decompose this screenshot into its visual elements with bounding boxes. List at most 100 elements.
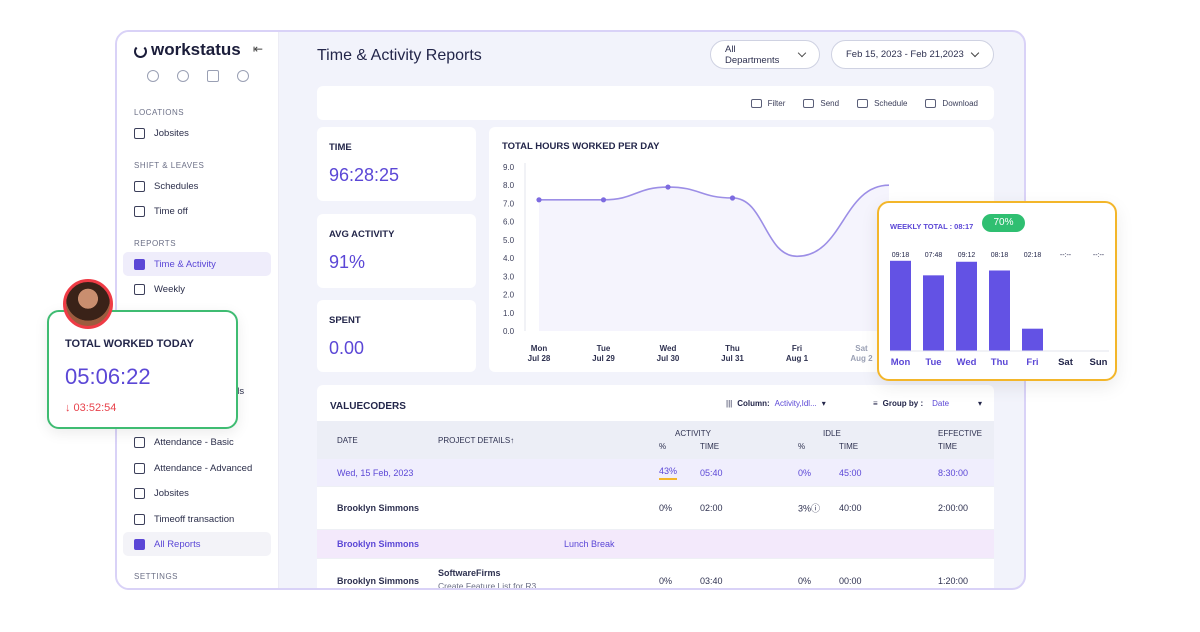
table-row-break[interactable]: Brooklyn Simmons Lunch Break <box>317 530 994 559</box>
weekly-total-label: WEEKLY TOTAL : 08:17 <box>890 222 974 231</box>
power-icon <box>134 44 147 58</box>
chevron-down-icon <box>797 48 807 58</box>
sidebar-item-weekly[interactable]: Weekly <box>123 277 271 301</box>
bar <box>1022 328 1043 351</box>
calendar-check-icon <box>857 98 869 108</box>
send-button[interactable]: Send <box>803 98 839 108</box>
weekly-bar-chart: 09:18 Mon 07:48 Tue 09:12 Wed 08:18 Thu 02:18 Fri… <box>890 252 1109 368</box>
sidebar-item-all-reports[interactable]: All Reports <box>123 532 271 556</box>
y-tick-label: 6.0 <box>503 218 515 227</box>
bar-category-label: Sat <box>1058 357 1074 368</box>
y-tick-label: 3.0 <box>503 272 515 281</box>
y-tick-label: 4.0 <box>503 254 515 263</box>
sidebar-item-timeoff[interactable]: Time off <box>123 199 271 223</box>
list-icon: ≡ <box>873 399 878 408</box>
x-tick-day: Tue <box>597 344 611 353</box>
schedule-button[interactable]: Schedule <box>857 98 907 108</box>
x-tick-day: Fri <box>792 344 802 353</box>
collapse-sidebar-icon[interactable]: ⇤ <box>253 42 264 56</box>
data-point <box>536 197 542 203</box>
series-area <box>539 185 889 331</box>
send-icon <box>803 98 815 108</box>
bar-value-label: --:-- <box>1093 252 1105 259</box>
table-row[interactable]: Brooklyn Simmons SoftwareFirms Create Fe… <box>317 559 994 588</box>
bar <box>989 270 1010 351</box>
main-content: Time & Activity Reports All Departments … <box>279 32 1024 588</box>
table-row[interactable]: Brooklyn Simmons 0% 02:00 3%ⓘ 40:00 2:00… <box>317 487 994 530</box>
group-by-selector[interactable]: ≡ Group by : Date ▾ <box>873 399 983 408</box>
department-dropdown[interactable]: All Departments <box>710 40 820 69</box>
worked-time: 05:06:22 <box>65 364 151 389</box>
bell-icon[interactable] <box>237 70 249 82</box>
logo-text: workstatus <box>151 40 241 59</box>
section-settings: SETTINGS <box>134 572 179 581</box>
sidebar-item-timeoff-transaction[interactable]: Timeoff transaction <box>123 507 271 531</box>
download-icon <box>925 98 937 108</box>
sidebar-item-schedules[interactable]: Schedules <box>123 174 271 198</box>
bar-category-label: Thu <box>991 357 1009 368</box>
logo[interactable]: workstatus <box>134 40 241 60</box>
bar-category-label: Mon <box>891 357 911 368</box>
avatar[interactable] <box>63 279 113 329</box>
sidebar-item-attendance-advanced[interactable]: Attendance - Advanced <box>123 456 271 480</box>
filter-button[interactable]: Filter <box>750 98 785 108</box>
table-row-date[interactable]: Wed, 15 Feb, 2023 43% 05:40 0% 45:00 8:3… <box>317 459 994 487</box>
building-icon <box>134 127 145 139</box>
table-title: VALUECODERS <box>330 401 406 412</box>
y-tick-label: 9.0 <box>503 163 515 172</box>
y-tick-label: 2.0 <box>503 291 515 300</box>
page-title: Time & Activity Reports <box>317 47 482 64</box>
y-tick-label: 0.0 <box>503 327 515 336</box>
stat-card-activity: AVG ACTIVITY 91% <box>317 214 476 288</box>
calendar-plus-icon <box>134 513 145 525</box>
activity-badge: 70% <box>982 214 1025 232</box>
bar-value-label: 02:18 <box>1024 252 1042 259</box>
weekly-total-card: WEEKLY TOTAL : 08:17 70% 09:18 Mon 07:48 Tu… <box>877 201 1117 381</box>
section-locations: LOCATIONS <box>134 108 185 117</box>
report-table: VALUECODERS ||| Column: Activity,Idl... … <box>317 385 994 588</box>
caret-down-icon: ▾ <box>821 399 826 408</box>
download-button[interactable]: Download <box>925 98 978 108</box>
file-chart-icon <box>134 283 145 295</box>
table-header: DATE PROJECT DETAILS↑ ACTIVITY % TIME ID… <box>317 421 994 459</box>
grid-icon <box>134 436 145 448</box>
sidebar: workstatus ⇤ LOCATIONS Jobsites SHIFT & … <box>117 32 279 588</box>
app-window: workstatus ⇤ LOCATIONS Jobsites SHIFT & … <box>115 30 1026 590</box>
bar <box>956 261 977 351</box>
columns-icon: ||| <box>726 399 733 408</box>
stat-card-time: TIME 96:28:25 <box>317 127 476 201</box>
upload-file-icon <box>134 487 145 499</box>
report-toolbar: Filter Send Schedule Download <box>317 86 994 120</box>
bar-value-label: 09:18 <box>892 252 910 259</box>
calendar-icon[interactable] <box>207 70 219 82</box>
play-icon[interactable] <box>147 70 159 82</box>
sidebar-quick-icons <box>147 70 249 82</box>
sliders-icon <box>750 98 762 108</box>
sidebar-item-jobsites[interactable]: Jobsites <box>123 121 271 145</box>
section-reports: REPORTS <box>134 239 177 248</box>
sidebar-item-partial[interactable]: als <box>232 385 245 397</box>
bar-value-label: --:-- <box>1060 252 1072 259</box>
data-point <box>729 195 736 201</box>
x-tick-date: Jul 29 <box>592 354 615 363</box>
sidebar-item-attendance-basic[interactable]: Attendance - Basic <box>123 430 271 454</box>
stat-card-spent: SPENT 0.00 <box>317 300 476 372</box>
date-range-dropdown[interactable]: Feb 15, 2023 - Feb 21,2023 <box>831 40 994 69</box>
y-tick-label: 1.0 <box>503 309 515 318</box>
y-tick-label: 7.0 <box>503 199 515 208</box>
bar <box>890 260 911 351</box>
bar-category-label: Sun <box>1090 357 1108 368</box>
bar-category-label: Tue <box>925 357 941 368</box>
plus-icon[interactable] <box>177 70 189 82</box>
sort-project-header[interactable]: PROJECT DETAILS↑ <box>438 436 515 445</box>
chevron-down-icon <box>970 48 980 58</box>
sidebar-item-jobsites-report[interactable]: Jobsites <box>123 481 271 505</box>
bar-category-label: Fri <box>1026 357 1038 368</box>
total-worked-today-card: TOTAL WORKED TODAY 05:06:22 ↓ 03:52:54 <box>47 310 238 429</box>
sidebar-item-time-activity[interactable]: Time & Activity <box>123 252 271 276</box>
grid-icon <box>134 462 145 474</box>
x-tick-date: Aug 1 <box>786 354 809 363</box>
column-selector[interactable]: ||| Column: Activity,Idl... ▾ <box>726 399 826 408</box>
y-tick-label: 5.0 <box>503 236 515 245</box>
